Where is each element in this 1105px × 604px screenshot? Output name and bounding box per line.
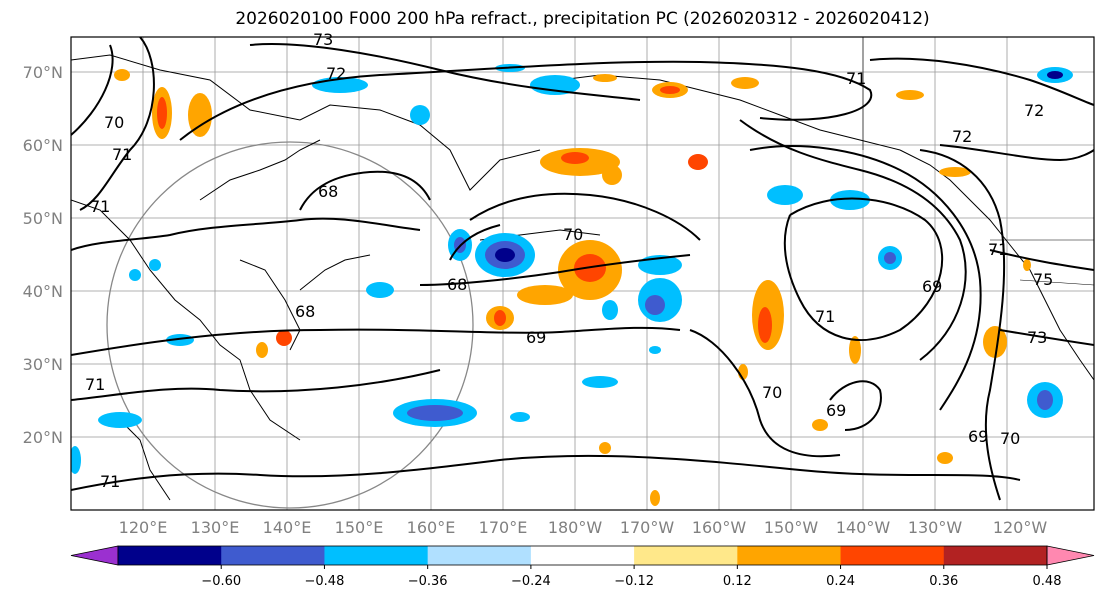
colorbar-tick-label: 0.36	[929, 574, 958, 589]
lon-label: 160°E	[407, 518, 456, 537]
contour-label: 68	[318, 182, 338, 201]
contour-label: 72	[1024, 101, 1044, 120]
colorbar-box	[530, 546, 635, 565]
contour-label: 71	[90, 197, 110, 216]
contour-label: 71	[815, 307, 835, 326]
map-frame	[70, 36, 1095, 511]
colorbar-box	[221, 546, 325, 565]
colorbar-box	[943, 546, 1048, 565]
colorbar-extend-low	[70, 545, 119, 566]
colorbar-box	[118, 546, 222, 565]
lon-label: 170°E	[479, 518, 528, 537]
lon-label: 170°W	[620, 518, 675, 537]
lat-label: 70°N	[23, 63, 63, 82]
longitude-labels: 120°E 130°E 140°E 150°E 160°E 170°E 180°…	[119, 518, 1048, 537]
lat-label: 20°N	[23, 428, 63, 447]
contour-label: 69	[526, 328, 546, 347]
colorbar-extend-high	[1046, 545, 1095, 566]
lon-label: 180°W	[548, 518, 603, 537]
lat-label: 60°N	[23, 136, 63, 155]
lon-label: 130°W	[908, 518, 963, 537]
contour-label: 70	[1000, 429, 1020, 448]
lon-label: 150°W	[764, 518, 819, 537]
lon-label: 120°W	[993, 518, 1048, 537]
contour-label: 75	[1033, 270, 1053, 289]
colorbar-tick-label: −0.36	[408, 574, 448, 589]
lon-label: 140°W	[836, 518, 891, 537]
contour-label: 73	[313, 30, 333, 49]
lon-label: 150°E	[335, 518, 384, 537]
lat-label: 50°N	[23, 209, 63, 228]
colorbar-box	[324, 546, 429, 565]
colorbar-tick-label: −0.12	[614, 574, 654, 589]
contours	[71, 37, 1094, 501]
colorbar-tick-label: −0.48	[305, 574, 345, 589]
lat-label: 30°N	[23, 355, 63, 374]
colorbar: −0.60 −0.48 −0.36 −0.24 −0.12 0.12 0.24 0.36 0.4…	[70, 545, 1095, 589]
contour-label: 71	[846, 69, 866, 88]
colorbar-tick-label: 0.24	[826, 574, 855, 589]
colorbar-box	[427, 546, 532, 565]
lon-label: 160°W	[692, 518, 747, 537]
contour-label: 69	[968, 427, 988, 446]
colorbar-tick-label: 0.48	[1033, 574, 1062, 589]
contour-label: 68	[295, 302, 315, 321]
contour-label: 70	[104, 113, 124, 132]
colorbar-box	[840, 546, 945, 565]
colorbar-outline	[117, 545, 1048, 566]
colorbar-tick-label: −0.24	[511, 574, 551, 589]
lon-label: 120°E	[119, 518, 168, 537]
lon-label: 130°E	[191, 518, 240, 537]
colorbar-tick-label: −0.60	[201, 574, 241, 589]
contour-label: 71	[112, 145, 132, 164]
contour-label: 68	[447, 275, 467, 294]
reference-circle	[106, 141, 474, 509]
contour-label-group: 73 72 71 70 71 71 68 68 68 70 69 71 70 6…	[85, 30, 1053, 491]
contour-label: 70	[563, 225, 583, 244]
colorbar-tick-label: 0.12	[723, 574, 752, 589]
lon-label: 140°E	[263, 518, 312, 537]
contour-label: 73	[1027, 328, 1047, 347]
lat-label: 40°N	[23, 282, 63, 301]
latitude-labels: 70°N 60°N 50°N 40°N 30°N 20°N	[23, 63, 63, 447]
contour-label: 69	[922, 277, 942, 296]
map-title: 2026020100 F000 200 hPa refract., precip…	[235, 9, 930, 29]
contour-label: 69	[826, 401, 846, 420]
contour-label: 72	[326, 64, 346, 83]
borders	[862, 37, 1094, 286]
contour-label: 72	[952, 127, 972, 146]
contour-label: 71	[85, 375, 105, 394]
colorbar-box	[634, 546, 738, 565]
coastlines	[71, 54, 1094, 501]
contour-label: 71	[100, 472, 120, 491]
contour-label: 71	[988, 240, 1008, 259]
contour-label: 70	[762, 383, 782, 402]
precipitation-shading	[71, 64, 1073, 506]
colorbar-box	[737, 546, 842, 565]
